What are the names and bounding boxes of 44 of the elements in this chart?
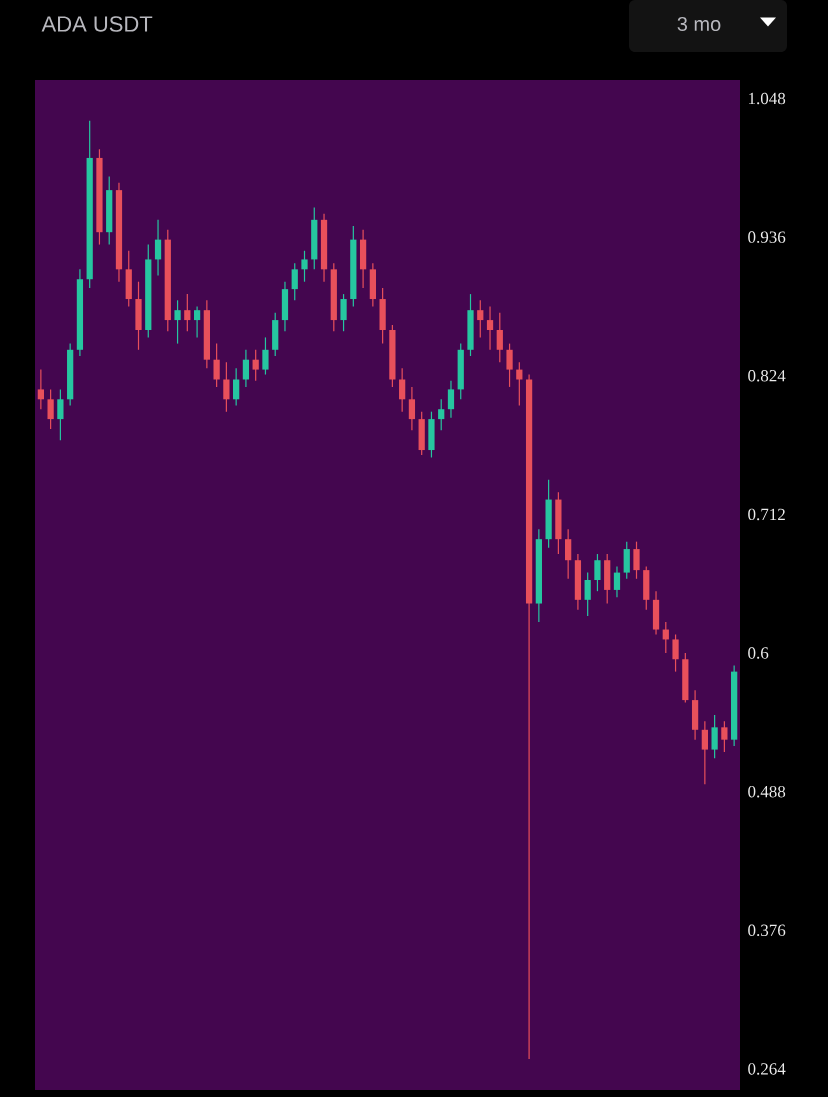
candlestick (565, 528, 572, 580)
candlestick (340, 293, 347, 332)
text: 3 mo (677, 16, 721, 32)
candlestick (184, 293, 191, 332)
candlestick (672, 633, 679, 673)
y-tick-label: 0.6 (748, 647, 769, 659)
candlestick (242, 349, 250, 388)
candlestick (594, 553, 601, 592)
candlestick (223, 361, 230, 413)
candlestick (711, 714, 718, 759)
candlestick (623, 541, 630, 580)
y-tick-label: 0.824 (748, 370, 786, 382)
candlestick (213, 343, 220, 388)
candlestick (47, 388, 54, 430)
y-tick-label: 0.936 (748, 231, 786, 243)
candlestick (301, 250, 308, 283)
candlestick (701, 720, 708, 785)
candlestick (438, 398, 445, 431)
candlestick (584, 571, 591, 617)
candlestick (506, 343, 513, 388)
candlestick (233, 367, 240, 407)
candlestick (193, 305, 201, 339)
candlestick (399, 367, 406, 413)
candlestick (57, 388, 64, 441)
candlestick (486, 305, 494, 351)
y-tick-label: 0.712 (748, 508, 785, 521)
candlestick (477, 299, 484, 339)
candlestick (496, 312, 503, 363)
candlestick (252, 349, 259, 382)
y-tick-label: 0.264 (748, 1063, 786, 1075)
candlestick (37, 368, 44, 410)
candlestick (408, 386, 416, 431)
candlestick (613, 565, 621, 598)
chart-title: ADA USDT (41, 16, 153, 32)
candlestick (262, 336, 269, 376)
candlestick (291, 262, 298, 301)
y-tick-label: 1.048 (749, 92, 786, 105)
y-tick-label: 0.376 (748, 924, 786, 937)
y-tick-label: 0.488 (748, 785, 786, 798)
candlestick (154, 219, 162, 277)
candlestick (174, 299, 181, 345)
candlestick (633, 541, 640, 580)
candlestick (447, 380, 455, 419)
candlestick (721, 720, 728, 753)
